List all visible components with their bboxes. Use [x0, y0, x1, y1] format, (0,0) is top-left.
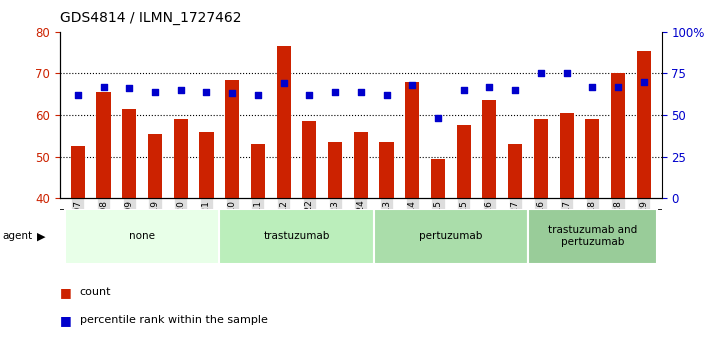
Point: [278, 81, 289, 86]
Point: [73, 92, 84, 98]
Bar: [71, 146, 85, 198]
Bar: [96, 92, 111, 198]
Point: [458, 87, 470, 93]
Point: [124, 86, 135, 91]
Text: pertuzumab: pertuzumab: [419, 231, 482, 241]
Point: [432, 115, 444, 121]
Bar: [353, 132, 368, 198]
Bar: [560, 113, 574, 198]
Bar: [406, 82, 420, 198]
Bar: [174, 119, 188, 198]
Bar: [328, 142, 342, 198]
Point: [381, 92, 392, 98]
Bar: [199, 132, 213, 198]
Bar: [431, 159, 445, 198]
Text: ■: ■: [60, 314, 72, 327]
Point: [329, 89, 341, 95]
Bar: [277, 46, 291, 198]
Point: [586, 84, 598, 90]
Point: [98, 84, 109, 90]
Point: [149, 89, 161, 95]
Text: trastuzumab: trastuzumab: [263, 231, 329, 241]
Point: [561, 71, 572, 76]
Point: [303, 92, 315, 98]
Point: [355, 89, 366, 95]
Bar: [379, 142, 394, 198]
Text: ▶: ▶: [37, 231, 45, 241]
Point: [175, 87, 187, 93]
Bar: [457, 125, 471, 198]
Point: [510, 87, 521, 93]
Point: [252, 92, 263, 98]
Text: percentile rank within the sample: percentile rank within the sample: [80, 315, 268, 325]
Point: [407, 82, 418, 88]
Point: [612, 84, 624, 90]
Text: count: count: [80, 287, 111, 297]
Bar: [611, 73, 625, 198]
Bar: [251, 144, 265, 198]
Bar: [302, 121, 316, 198]
Bar: [636, 51, 650, 198]
Bar: [122, 109, 137, 198]
Bar: [528, 209, 657, 264]
Bar: [65, 209, 220, 264]
Text: none: none: [129, 231, 155, 241]
Point: [535, 71, 546, 76]
Bar: [148, 134, 162, 198]
Bar: [225, 80, 239, 198]
Bar: [534, 119, 548, 198]
Text: trastuzumab and
pertuzumab: trastuzumab and pertuzumab: [548, 225, 637, 247]
Text: ■: ■: [60, 286, 72, 298]
Text: GDS4814 / ILMN_1727462: GDS4814 / ILMN_1727462: [60, 11, 241, 25]
Point: [201, 89, 212, 95]
Bar: [585, 119, 599, 198]
Bar: [220, 209, 374, 264]
Text: agent: agent: [2, 231, 32, 241]
Point: [484, 84, 495, 90]
Bar: [482, 101, 496, 198]
Bar: [508, 144, 522, 198]
Bar: [374, 209, 528, 264]
Point: [227, 91, 238, 96]
Point: [638, 79, 649, 85]
